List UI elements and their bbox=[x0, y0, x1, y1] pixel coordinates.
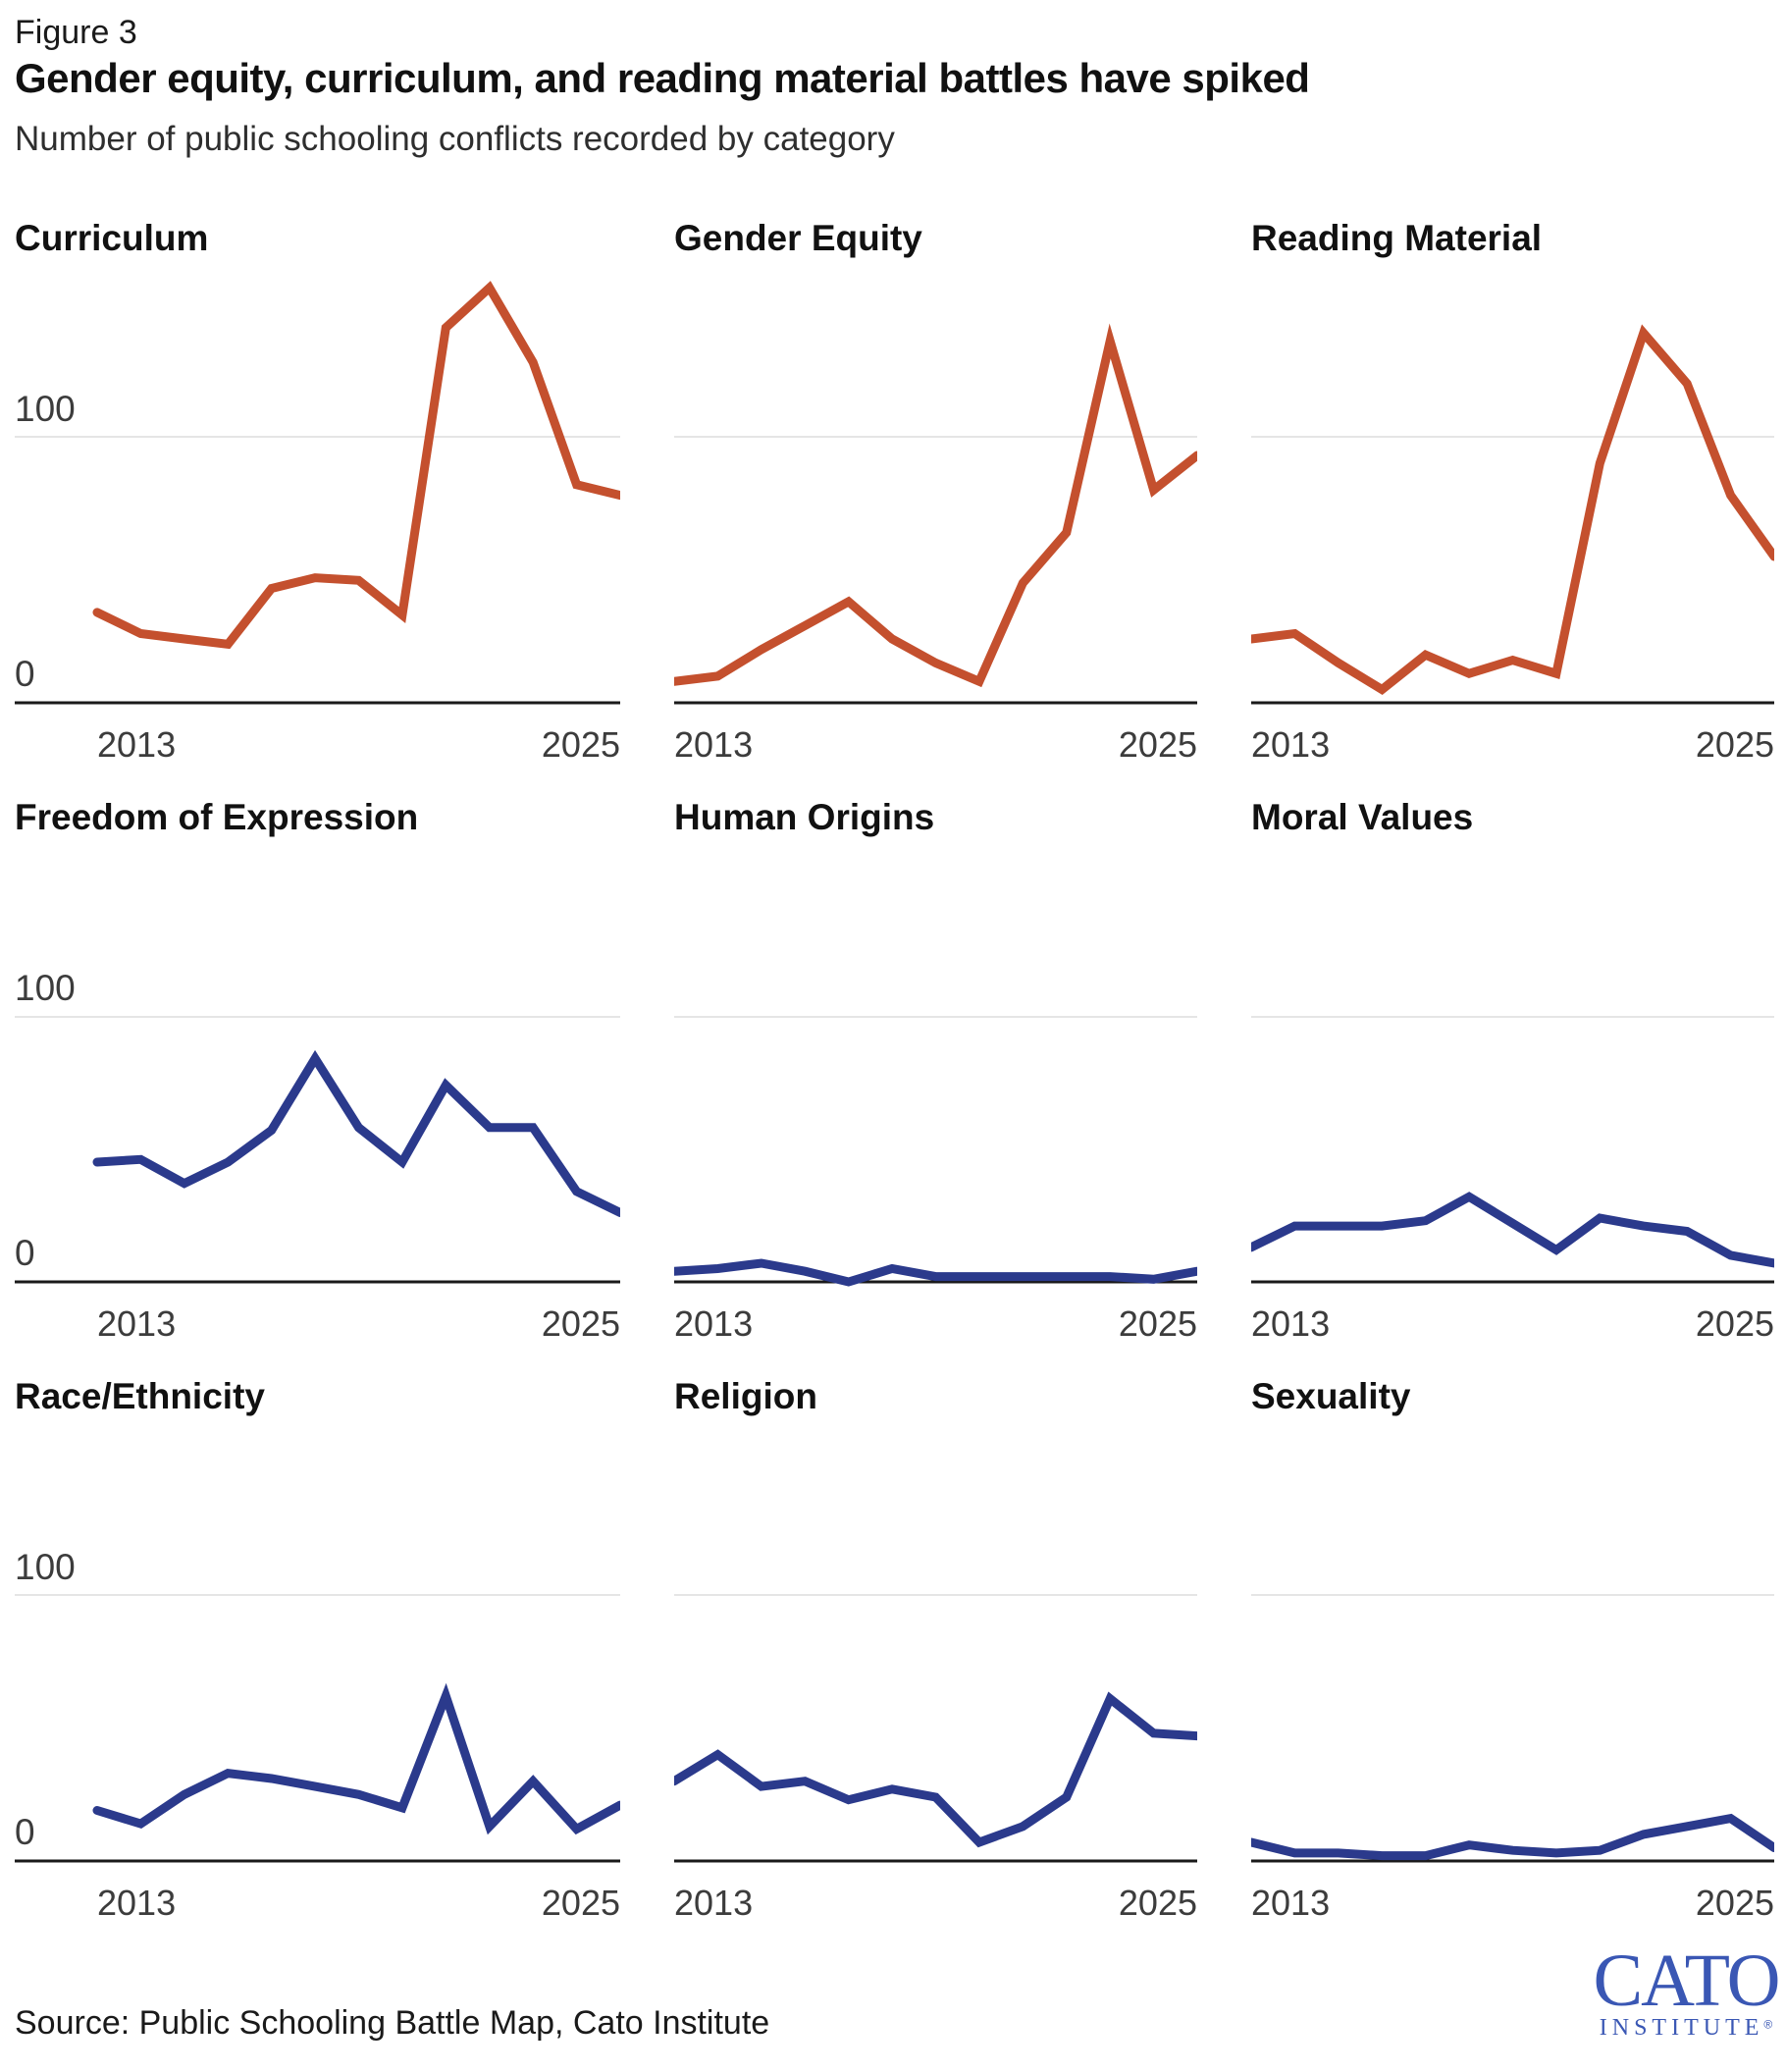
line-chart-freedom-of-expression bbox=[15, 1016, 620, 1284]
logo-wordmark: CATO bbox=[1593, 1939, 1780, 2022]
x-axis-labels-reading-material: 2013 2025 bbox=[1251, 724, 1774, 766]
x-axis-labels-human-origins: 2013 2025 bbox=[674, 1303, 1197, 1345]
x-axis-labels-religion: 2013 2025 bbox=[674, 1883, 1197, 1924]
logo-institute-text: INSTITUTE bbox=[1599, 2015, 1764, 2041]
line-chart-sexuality bbox=[1251, 1594, 1774, 1863]
x-tick-first: 2013 bbox=[1251, 1303, 1331, 1344]
x-tick-last: 2025 bbox=[1695, 1303, 1774, 1344]
x-tick-last: 2025 bbox=[541, 1883, 620, 1923]
cato-institute-logo: CATO INSTITUTE® bbox=[1593, 1943, 1780, 2041]
y-axis-label-0: 0 bbox=[15, 1812, 35, 1852]
x-tick-last: 2025 bbox=[1118, 1883, 1197, 1923]
x-tick-first: 2013 bbox=[1251, 724, 1331, 765]
panel-curriculum: Curriculum 100 0 2013 2025 bbox=[15, 218, 620, 783]
line-chart-human-origins bbox=[674, 1016, 1197, 1287]
figure-title: Gender equity, curriculum, and reading m… bbox=[15, 55, 1310, 101]
y-axis-label-100: 100 bbox=[15, 389, 76, 429]
line-series-race-ethnicity bbox=[92, 1682, 620, 1835]
panel-title-religion: Religion bbox=[674, 1376, 817, 1416]
panel-freedom-of-expression: Freedom of Expression 100 0 2013 2025 bbox=[15, 797, 620, 1362]
logo-subtext-row: INSTITUTE® bbox=[1600, 2015, 1772, 2041]
line-series-sexuality bbox=[1251, 1813, 1774, 1861]
line-chart-curriculum bbox=[15, 281, 620, 705]
panel-title-curriculum: Curriculum bbox=[15, 218, 209, 258]
x-tick-last: 2025 bbox=[1118, 1303, 1197, 1344]
line-chart-religion bbox=[674, 1594, 1197, 1863]
x-axis-labels-sexuality: 2013 2025 bbox=[1251, 1883, 1774, 1924]
line-chart-race-ethnicity bbox=[15, 1594, 620, 1863]
panel-reading-material: Reading Material 2013 2025 bbox=[1251, 218, 1774, 783]
panel-title-sexuality: Sexuality bbox=[1251, 1376, 1411, 1416]
line-series-human-origins bbox=[674, 1258, 1197, 1287]
x-tick-first: 2013 bbox=[674, 1303, 754, 1344]
line-chart-moral-values bbox=[1251, 1016, 1774, 1284]
x-axis-labels-curriculum: 2013 2025 bbox=[97, 724, 620, 766]
source-note: Source: Public Schooling Battle Map, Cat… bbox=[15, 2004, 770, 2042]
panel-title-reading-material: Reading Material bbox=[1251, 218, 1543, 258]
panel-gender-equity: Gender Equity 2013 2025 bbox=[674, 218, 1197, 783]
x-tick-first: 2013 bbox=[674, 724, 754, 765]
x-axis-labels-race-ethnicity: 2013 2025 bbox=[97, 1883, 620, 1924]
y-axis-label-100: 100 bbox=[15, 968, 76, 1008]
x-tick-first: 2013 bbox=[97, 1303, 177, 1344]
line-series-freedom-of-expression bbox=[92, 1049, 620, 1217]
x-tick-first: 2013 bbox=[97, 724, 177, 765]
panel-race-ethnicity: Race/Ethnicity 100 0 2013 2025 bbox=[15, 1376, 620, 1941]
panel-sexuality: Sexuality 2013 2025 bbox=[1251, 1376, 1774, 1941]
panel-title-gender-equity: Gender Equity bbox=[674, 218, 922, 258]
x-tick-last: 2025 bbox=[541, 1303, 620, 1344]
panel-human-origins: Human Origins 2013 2025 bbox=[674, 797, 1197, 1362]
x-tick-first: 2013 bbox=[1251, 1883, 1331, 1923]
line-chart-gender-equity bbox=[674, 323, 1197, 705]
panel-title-race-ethnicity: Race/Ethnicity bbox=[15, 1376, 265, 1416]
panel-title-freedom-of-expression: Freedom of Expression bbox=[15, 797, 419, 837]
line-series-curriculum bbox=[92, 281, 620, 650]
line-chart-reading-material bbox=[1251, 324, 1774, 705]
x-tick-first: 2013 bbox=[674, 1883, 754, 1923]
x-tick-last: 2025 bbox=[1695, 1883, 1774, 1923]
figure-subtitle: Number of public schooling conflicts rec… bbox=[15, 120, 895, 158]
figure-number: Figure 3 bbox=[15, 14, 137, 51]
x-tick-last: 2025 bbox=[1118, 724, 1197, 765]
x-axis-labels-gender-equity: 2013 2025 bbox=[674, 724, 1197, 766]
panel-moral-values: Moral Values 2013 2025 bbox=[1251, 797, 1774, 1362]
panel-religion: Religion 2013 2025 bbox=[674, 1376, 1197, 1941]
x-tick-last: 2025 bbox=[1695, 724, 1774, 765]
registered-mark: ® bbox=[1763, 2017, 1773, 2032]
panel-title-moral-values: Moral Values bbox=[1251, 797, 1474, 837]
line-series-moral-values bbox=[1251, 1192, 1774, 1268]
panel-title-human-origins: Human Origins bbox=[674, 797, 935, 837]
line-series-reading-material bbox=[1251, 324, 1774, 695]
x-tick-first: 2013 bbox=[97, 1883, 177, 1923]
y-axis-label-100: 100 bbox=[15, 1547, 76, 1587]
line-series-gender-equity bbox=[674, 323, 1197, 688]
line-series-religion bbox=[674, 1691, 1197, 1848]
x-axis-labels-freedom-of-expression: 2013 2025 bbox=[97, 1303, 620, 1345]
y-axis-label-0: 0 bbox=[15, 1233, 35, 1273]
y-axis-label-0: 0 bbox=[15, 654, 35, 694]
x-tick-last: 2025 bbox=[541, 724, 620, 765]
x-axis-labels-moral-values: 2013 2025 bbox=[1251, 1303, 1774, 1345]
